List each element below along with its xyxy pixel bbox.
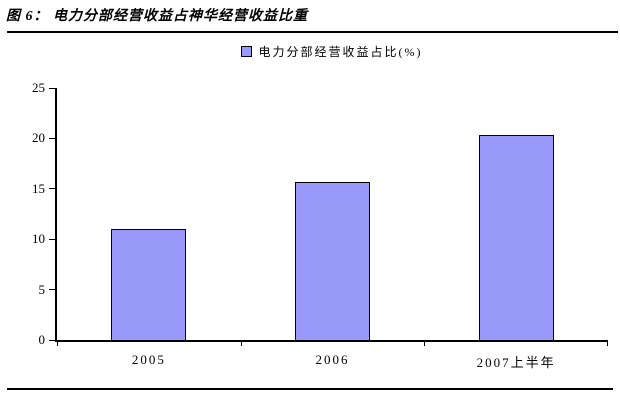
x-axis-category-label: 2005 (131, 352, 166, 367)
x-axis-tick (424, 340, 426, 346)
y-axis-tick-label: 15 (32, 180, 45, 196)
y-axis-tick-label: 20 (32, 130, 45, 146)
y-axis-tick (49, 289, 55, 291)
bar (478, 135, 554, 340)
x-axis-tick (607, 340, 608, 346)
x-axis-tick (57, 340, 58, 346)
y-axis-tick-label: 0 (38, 332, 46, 347)
title-divider-line (7, 31, 618, 33)
y-axis-tick (49, 238, 55, 240)
y-axis-tick (49, 188, 55, 190)
plot-area: 0 5 10 15 20 25 2005 2006 2007上半年 (32, 80, 608, 370)
legend-series-marker (240, 45, 252, 57)
figure-bottom-divider-line (7, 388, 613, 390)
y-axis-tick-label: 10 (32, 231, 45, 247)
x-axis-tick (240, 340, 242, 346)
y-axis-tick (49, 339, 55, 341)
bar (295, 181, 370, 340)
y-axis-tick (49, 87, 55, 89)
chart-legend: 电力分部经营收益占比(%) (55, 42, 608, 60)
figure-title: 图 6： 电力分部经营收益占神华经营收益比重 (6, 9, 308, 24)
x-axis-category-label: 2007上半年 (476, 355, 556, 370)
legend-series-label: 电力分部经营收益占比(%) (258, 44, 423, 59)
x-axis-category-label: 2006 (315, 352, 350, 367)
y-axis-tick-label: 25 (32, 80, 45, 95)
bar (111, 229, 187, 340)
y-axis-tick-label: 5 (38, 281, 46, 297)
y-axis-tick (49, 137, 55, 139)
